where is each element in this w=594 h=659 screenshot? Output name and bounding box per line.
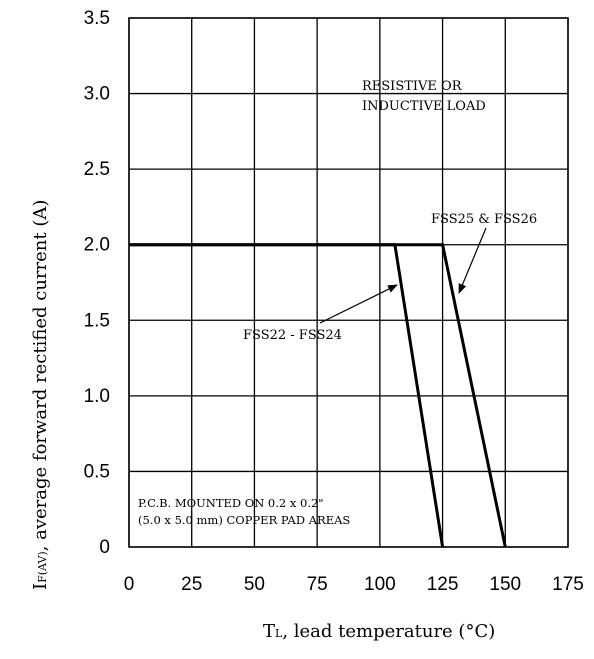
y-tick-label: 2.0: [84, 235, 110, 256]
y-axis-title-subscript: F(AV): [36, 551, 49, 583]
y-axis-title: IF(AV), average forward rectified curren…: [30, 200, 51, 590]
x-tick-label: 25: [181, 574, 202, 595]
x-axis-title-subscript: L: [275, 627, 283, 640]
y-tick-label: 3.0: [84, 84, 110, 105]
pcb-annotation-line2: (5.0 x 5.0 mm) COPPER PAD AREAS: [138, 513, 350, 527]
y-tick-label: 1.5: [84, 310, 110, 331]
y-axis-title-rest: , average forward rectified current (A): [30, 200, 51, 552]
x-axis-title: TL, lead temperature (°C): [263, 621, 495, 642]
series-label-fss25-26: FSS25 & FSS26: [431, 212, 537, 227]
load-annotation-line2: INDUCTIVE LOAD: [362, 99, 486, 114]
arrow-fss25-26: [458, 227, 487, 294]
series-label-fss22-24: FSS22 - FSS24: [243, 328, 342, 343]
load-annotation-line1: RESISTIVE OR: [362, 79, 463, 94]
x-tick-label: 50: [244, 574, 265, 595]
x-tick-label: 100: [364, 574, 396, 595]
pcb-annotation-line1: P.C.B. MOUNTED ON 0.2 x 0.2": [138, 496, 324, 510]
y-tick-label: 2.5: [84, 159, 110, 180]
y-tick-label: 0.5: [84, 461, 110, 482]
y-tick-labels: 0 0.5 1.0 1.5 2.0 2.5 3.0 3.5: [84, 8, 110, 558]
x-tick-label: 150: [489, 574, 521, 595]
plot-border: [128, 17, 569, 548]
y-tick-label: 0: [99, 537, 110, 558]
y-tick-label: 1.0: [84, 386, 110, 407]
x-tick-label: 0: [124, 574, 135, 595]
x-tick-label: 175: [552, 574, 584, 595]
x-axis-title-main: T: [263, 621, 275, 642]
vertical-gridlines: [128, 18, 569, 547]
series-layer: [129, 243, 507, 548]
arrow-fss22-24: [319, 284, 398, 324]
x-tick-label: 125: [427, 574, 459, 595]
x-axis-title-rest: , lead temperature (°C): [282, 621, 495, 642]
plot-frame: [128, 17, 569, 548]
x-tick-labels: 0 25 50 75 100 125 150 175: [124, 574, 584, 595]
horizontal-gridlines: [129, 17, 568, 548]
x-tick-label: 75: [307, 574, 328, 595]
y-axis-title-main: I: [30, 583, 51, 590]
series-line-2: [129, 243, 507, 548]
y-tick-label: 3.5: [84, 8, 110, 29]
